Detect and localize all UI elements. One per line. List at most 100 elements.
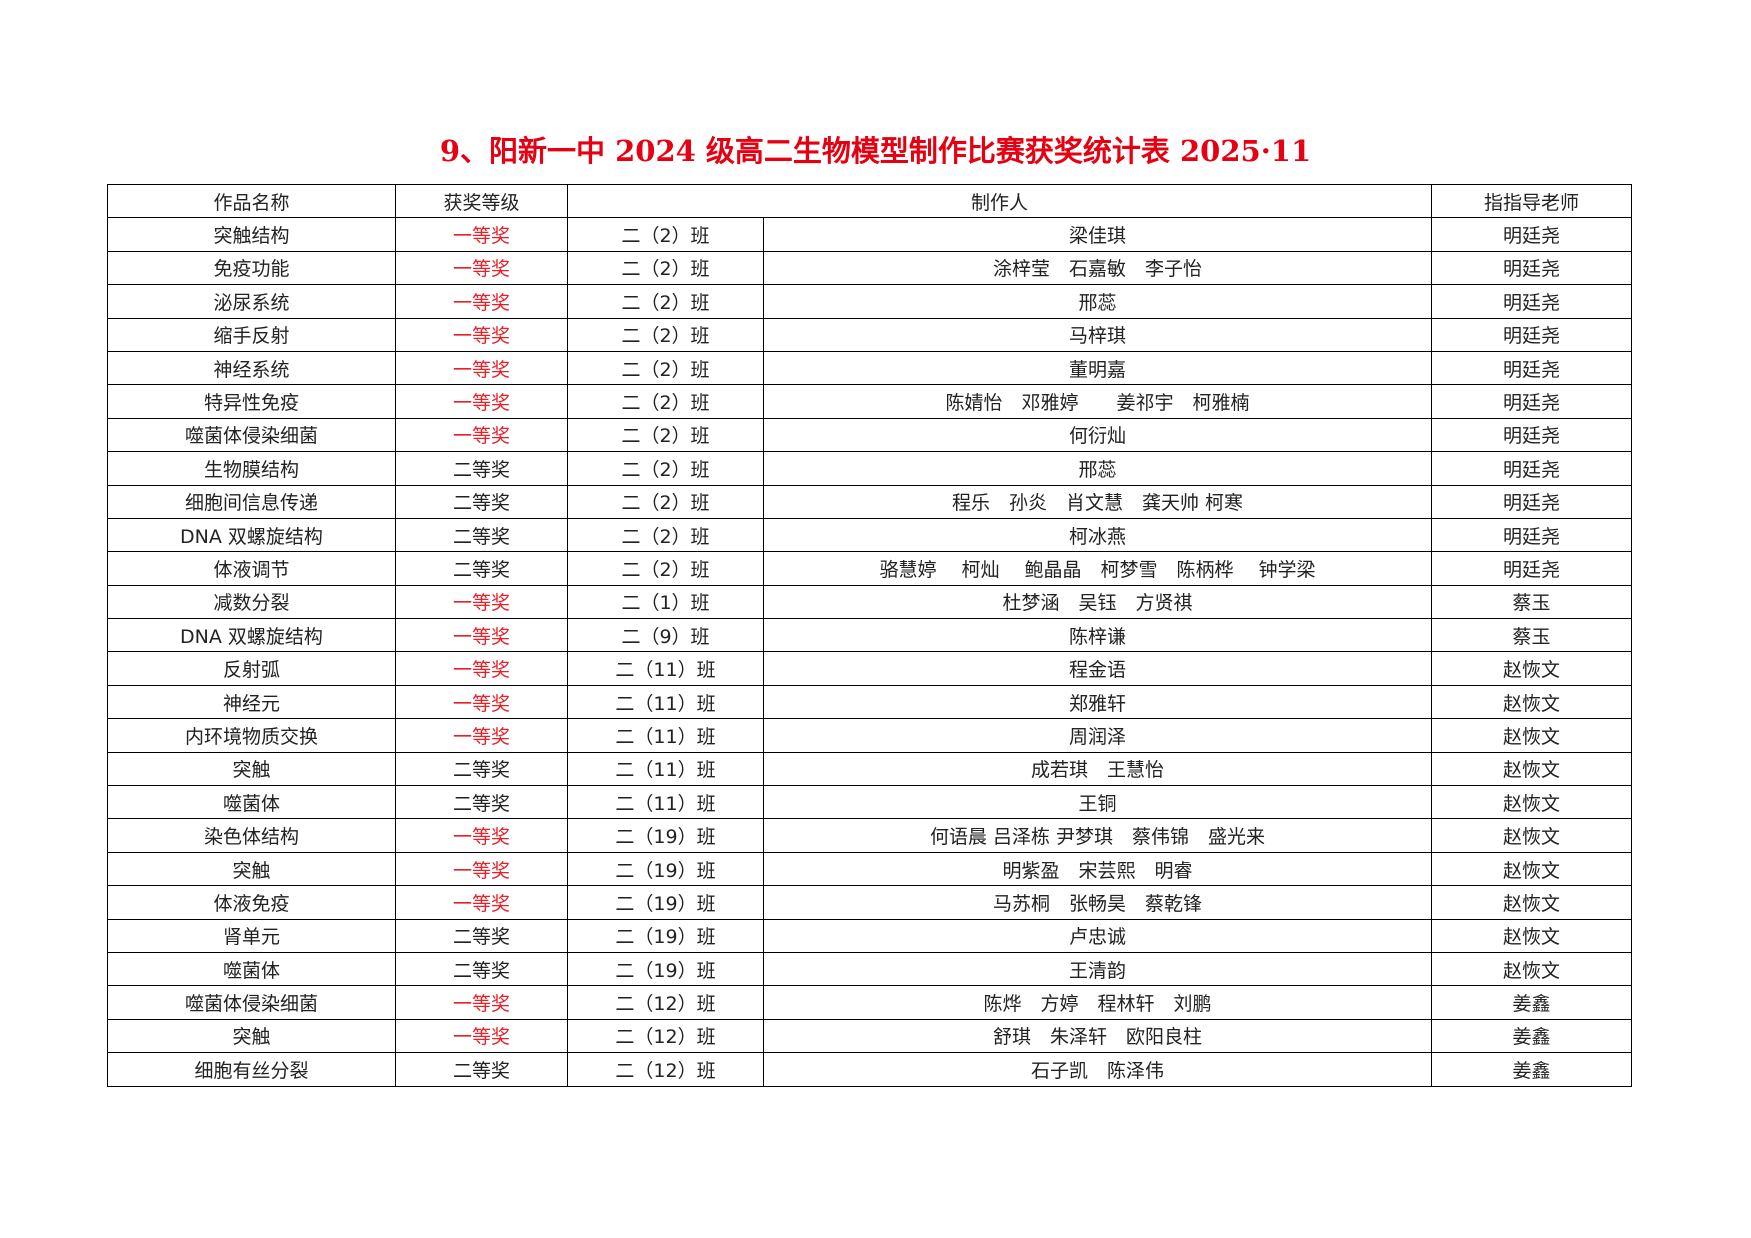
award-cell: 一等奖 <box>395 217 568 252</box>
award-cell: 二等奖 <box>395 551 568 586</box>
teacher-cell: 明廷尧 <box>1431 384 1633 419</box>
table-row: 肾单元 二等奖 二（19）班 卢忠诚 赵恢文 <box>107 918 1633 953</box>
makers-cell: 邢蕊 <box>762 451 1433 486</box>
award-cell: 二等奖 <box>395 951 568 987</box>
work-cell: 突触 <box>107 851 396 887</box>
makers-cell: 骆慧婷 柯灿 鲍晶晶 柯梦雪 陈柄桦 钟学梁 <box>762 551 1433 586</box>
makers-cell: 杜梦涵 吴钰 方贤祺 <box>762 584 1433 620</box>
teacher-cell: 姜鑫 <box>1431 1018 1633 1054</box>
award-cell: 一等奖 <box>395 250 568 286</box>
makers-cell: 何衍灿 <box>762 417 1433 453</box>
class-cell: 二（2）班 <box>567 350 764 386</box>
teacher-cell: 姜鑫 <box>1431 985 1633 1020</box>
award-cell: 一等奖 <box>395 284 568 319</box>
work-cell: 缩手反射 <box>107 317 396 352</box>
table-row: 突触 一等奖 二（19）班 明紫盈 宋芸熙 明睿 赵恢文 <box>107 851 1633 887</box>
makers-cell: 程乐 孙炎 肖文慧 龚天帅 柯寒 <box>762 484 1433 519</box>
makers-cell: 周润泽 <box>762 718 1433 753</box>
teacher-cell: 蔡玉 <box>1431 618 1633 653</box>
class-cell: 二（11）班 <box>567 718 764 753</box>
table-row: 噬菌体 二等奖 二（11）班 王铜 赵恢文 <box>107 785 1633 820</box>
makers-cell: 石子凯 陈泽伟 <box>762 1052 1433 1087</box>
teacher-cell: 明廷尧 <box>1431 451 1633 486</box>
work-cell: 肾单元 <box>107 918 396 953</box>
table-row: 噬菌体侵染细菌 一等奖 二（12）班 陈烨 方婷 程林轩 刘鹏 姜鑫 <box>107 985 1633 1020</box>
makers-cell: 舒琪 朱泽轩 欧阳良柱 <box>762 1018 1433 1054</box>
award-cell: 二等奖 <box>395 918 568 953</box>
award-cell: 一等奖 <box>395 417 568 453</box>
makers-cell: 马苏桐 张畅昊 蔡乾锋 <box>762 885 1433 920</box>
award-cell: 一等奖 <box>395 317 568 352</box>
award-cell: 一等奖 <box>395 684 568 720</box>
class-cell: 二（2）班 <box>567 417 764 453</box>
award-cell: 一等奖 <box>395 350 568 386</box>
teacher-cell: 明廷尧 <box>1431 417 1633 453</box>
table-row: 缩手反射 一等奖 二（2）班 马梓琪 明廷尧 <box>107 317 1633 352</box>
class-cell: 二（2）班 <box>567 551 764 586</box>
work-cell: 突触 <box>107 751 396 787</box>
award-cell: 二等奖 <box>395 785 568 820</box>
teacher-cell: 赵恢文 <box>1431 651 1633 686</box>
class-cell: 二（2）班 <box>567 284 764 319</box>
header-makers: 制作人 <box>566 183 1433 219</box>
makers-cell: 成若琪 王慧怡 <box>762 751 1433 787</box>
table-row: 特异性免疫 一等奖 二（2）班 陈婧怡 邓雅婷 姜祁宇 柯雅楠 明廷尧 <box>107 384 1633 419</box>
class-cell: 二（19）班 <box>567 885 764 920</box>
teacher-cell: 赵恢文 <box>1431 718 1633 753</box>
class-cell: 二（12）班 <box>567 985 764 1020</box>
work-cell: 噬菌体侵染细菌 <box>107 985 396 1020</box>
class-cell: 二（19）班 <box>567 851 764 887</box>
work-cell: 神经元 <box>107 684 396 720</box>
work-cell: 特异性免疫 <box>107 384 396 419</box>
class-cell: 二（1）班 <box>567 584 764 620</box>
teacher-cell: 赵恢文 <box>1431 785 1633 820</box>
work-cell: 突触 <box>107 1018 396 1054</box>
makers-cell: 王清韵 <box>762 951 1433 987</box>
teacher-cell: 明廷尧 <box>1431 217 1633 252</box>
work-cell: 内环境物质交换 <box>107 718 396 753</box>
makers-cell: 郑雅轩 <box>762 684 1433 720</box>
makers-cell: 陈婧怡 邓雅婷 姜祁宇 柯雅楠 <box>762 384 1433 419</box>
award-cell: 一等奖 <box>395 885 568 920</box>
makers-cell: 马梓琪 <box>762 317 1433 352</box>
work-cell: 噬菌体侵染细菌 <box>107 417 396 453</box>
table-row: DNA 双螺旋结构 二等奖 二（2）班 柯冰燕 明廷尧 <box>107 517 1633 553</box>
table-row: 体液调节 二等奖 二（2）班 骆慧婷 柯灿 鲍晶晶 柯梦雪 陈柄桦 钟学梁 明廷尧 <box>107 551 1633 586</box>
table-row: DNA 双螺旋结构 一等奖 二（9）班 陈梓谦 蔡玉 <box>107 618 1633 653</box>
work-cell: 体液调节 <box>107 551 396 586</box>
makers-cell: 陈烨 方婷 程林轩 刘鹏 <box>762 985 1433 1020</box>
teacher-cell: 蔡玉 <box>1431 584 1633 620</box>
teacher-cell: 明廷尧 <box>1431 350 1633 386</box>
table-row: 细胞有丝分裂 二等奖 二（12）班 石子凯 陈泽伟 姜鑫 <box>107 1052 1633 1087</box>
work-cell: 细胞间信息传递 <box>107 484 396 519</box>
award-cell: 一等奖 <box>395 618 568 653</box>
work-cell: 噬菌体 <box>107 951 396 987</box>
work-cell: 突触结构 <box>107 217 396 252</box>
makers-cell: 涂梓莹 石嘉敏 李子怡 <box>762 250 1433 286</box>
work-cell: DNA 双螺旋结构 <box>107 618 396 653</box>
award-cell: 二等奖 <box>395 517 568 553</box>
makers-cell: 何语晨 吕泽栋 尹梦琪 蔡伟锦 盛光来 <box>762 818 1433 853</box>
makers-cell: 陈梓谦 <box>762 618 1433 653</box>
award-cell: 一等奖 <box>395 384 568 419</box>
class-cell: 二（2）班 <box>567 451 764 486</box>
class-cell: 二（2）班 <box>567 484 764 519</box>
class-cell: 二（2）班 <box>567 517 764 553</box>
work-cell: 生物膜结构 <box>107 451 396 486</box>
makers-cell: 柯冰燕 <box>762 517 1433 553</box>
teacher-cell: 赵恢文 <box>1431 851 1633 887</box>
makers-cell: 卢忠诚 <box>762 918 1433 953</box>
makers-cell: 梁佳琪 <box>762 217 1433 252</box>
table-row: 内环境物质交换 一等奖 二（11）班 周润泽 赵恢文 <box>107 718 1633 753</box>
award-cell: 一等奖 <box>395 818 568 853</box>
teacher-cell: 明廷尧 <box>1431 517 1633 553</box>
class-cell: 二（12）班 <box>567 1018 764 1054</box>
work-cell: 泌尿系统 <box>107 284 396 319</box>
table-row: 免疫功能 一等奖 二（2）班 涂梓莹 石嘉敏 李子怡 明廷尧 <box>107 250 1633 286</box>
work-cell: 染色体结构 <box>107 818 396 853</box>
class-cell: 二（9）班 <box>567 618 764 653</box>
class-cell: 二（19）班 <box>567 918 764 953</box>
class-cell: 二（12）班 <box>567 1052 764 1087</box>
table-row: 噬菌体侵染细菌 一等奖 二（2）班 何衍灿 明廷尧 <box>107 417 1633 453</box>
makers-cell: 邢蕊 <box>762 284 1433 319</box>
